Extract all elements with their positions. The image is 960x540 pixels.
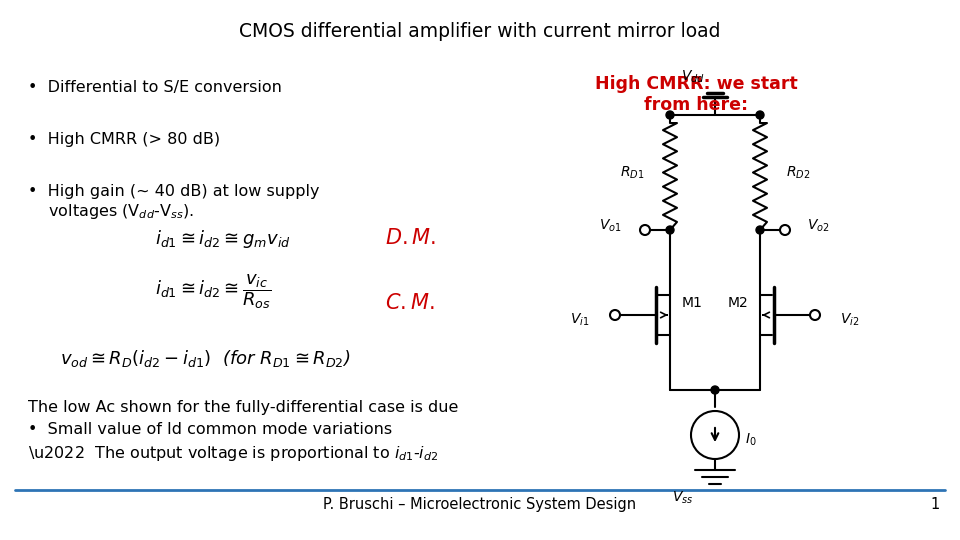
Text: •  Small value of Id common mode variations: • Small value of Id common mode variatio… (28, 422, 392, 437)
Text: $I_0$: $I_0$ (745, 432, 756, 448)
Text: •  Differential to S/E conversion: • Differential to S/E conversion (28, 80, 282, 95)
Text: 1: 1 (931, 497, 940, 512)
Text: $R_{D1}$: $R_{D1}$ (620, 164, 644, 181)
Text: $R_{D2}$: $R_{D2}$ (786, 164, 810, 181)
Text: $V_{dd}$: $V_{dd}$ (681, 69, 705, 85)
Text: M2: M2 (728, 296, 749, 310)
Circle shape (756, 226, 764, 234)
Text: $\mathit{D.M.}$: $\mathit{D.M.}$ (385, 228, 436, 248)
Circle shape (666, 226, 674, 234)
Text: $i_{d1} \cong i_{d2} \cong g_m v_{id}$: $i_{d1} \cong i_{d2} \cong g_m v_{id}$ (155, 228, 291, 250)
Text: The low Ac shown for the fully-differential case is due: The low Ac shown for the fully-different… (28, 400, 458, 415)
Text: High CMRR: we start
from here:: High CMRR: we start from here: (594, 75, 798, 114)
Text: $i_{d1} \cong i_{d2} \cong \dfrac{v_{ic}}{R_{os}}$: $i_{d1} \cong i_{d2} \cong \dfrac{v_{ic}… (155, 272, 272, 310)
Text: $V_{i2}$: $V_{i2}$ (840, 312, 860, 328)
Text: P. Bruschi – Microelectronic System Design: P. Bruschi – Microelectronic System Desi… (324, 497, 636, 512)
Text: CMOS differential amplifier with current mirror load: CMOS differential amplifier with current… (239, 22, 721, 41)
Text: •  High CMRR (> 80 dB): • High CMRR (> 80 dB) (28, 132, 220, 147)
Text: $\mathit{C.M.}$: $\mathit{C.M.}$ (385, 293, 435, 313)
Circle shape (711, 386, 719, 394)
Text: •  High gain (~ 40 dB) at low supply: • High gain (~ 40 dB) at low supply (28, 184, 320, 199)
Text: $V_{o1}$: $V_{o1}$ (599, 218, 621, 234)
Text: M1: M1 (682, 296, 703, 310)
Text: voltages (V$_{dd}$-V$_{ss}$).: voltages (V$_{dd}$-V$_{ss}$). (28, 202, 194, 221)
Text: $V_{o2}$: $V_{o2}$ (806, 218, 829, 234)
Circle shape (756, 111, 764, 119)
Circle shape (666, 111, 674, 119)
Text: $v_{od} \cong R_D(i_{d2} - i_{d1})$  (for $R_{D1} \cong R_{D2}$): $v_{od} \cong R_D(i_{d2} - i_{d1})$ (for… (60, 348, 350, 369)
Text: $V_{ss}$: $V_{ss}$ (672, 490, 694, 507)
Text: \u2022  The output voltage is proportional to $i_{d1}$-$i_{d2}$: \u2022 The output voltage is proportiona… (28, 444, 439, 463)
Text: $V_{i1}$: $V_{i1}$ (570, 312, 589, 328)
